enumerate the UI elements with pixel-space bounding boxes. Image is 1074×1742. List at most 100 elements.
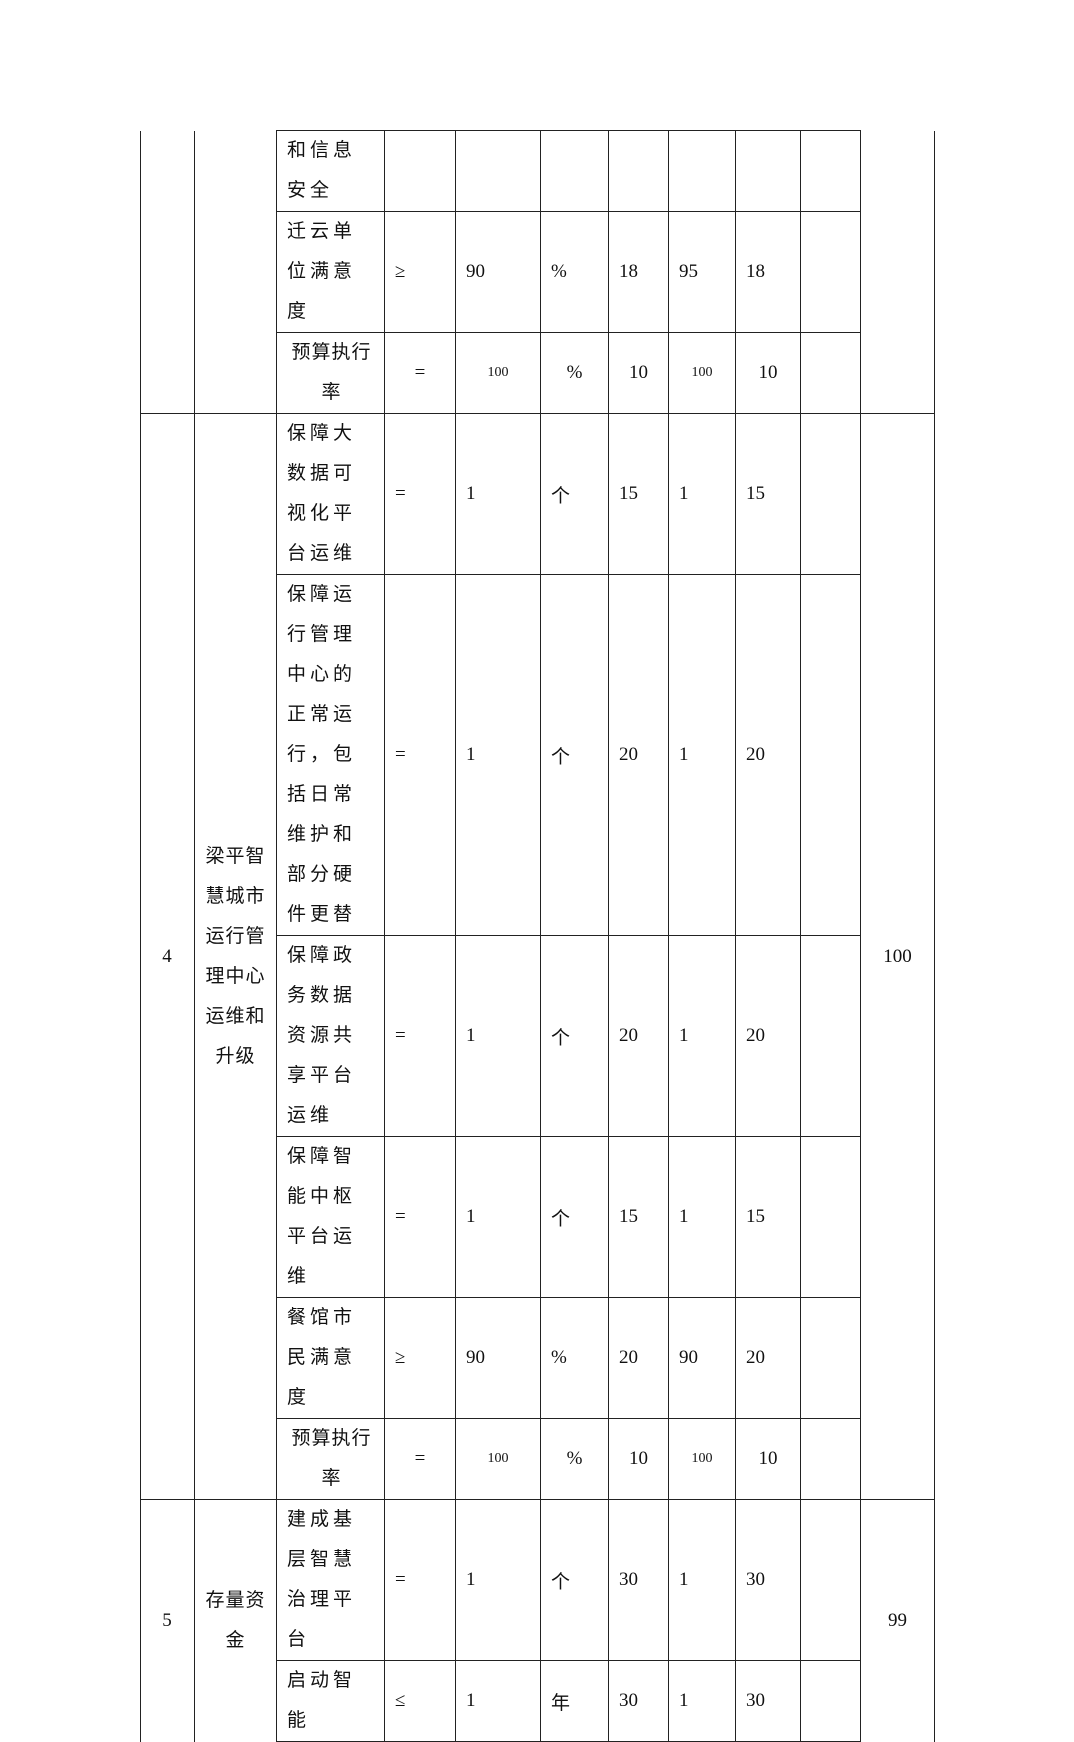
note-cell [800,574,861,936]
actual-cell: 1 [668,935,736,1137]
performance-table: 和信息安全 迁云单位满意度 ≥90% 18 95 18 预算执行率 = 100% 10 100 10 4… [140,130,935,1742]
actual-cell: 1 [668,574,736,936]
unit-cell: % [540,211,609,333]
score-cell: 18 [735,211,801,333]
note-cell [800,1297,861,1419]
unit-cell: 个 [540,935,609,1137]
score-cell: 10 [735,332,801,414]
target-cell: 1 [455,1499,541,1661]
table-row: 保障政务数据资源共享平台运维 = 1 个 20 1 20 [141,935,935,1137]
indicator-cell: 餐馆市民满意度 [276,1297,385,1419]
indicator-cell: 预算执行率 [276,332,385,414]
target-cell: 100 [455,1418,541,1500]
score-cell [735,130,801,212]
operator-cell [384,130,456,212]
actual-cell: 1 [668,1499,736,1661]
unit-cell: 个 [540,574,609,936]
group-name-cell [194,130,277,414]
table-row: 5 存量资金 建成基层智慧治理平台 = 1 个 30 1 30 99 [140,1499,935,1742]
indicator-cell: 保障政务数据资源共享平台运维 [276,935,385,1137]
actual-cell: 1 [668,1136,736,1298]
table-row: 和信息安全 [140,130,935,414]
operator-cell: = [384,1136,456,1298]
score-cell: 15 [735,1136,801,1298]
indicator-cell: 建成基层智慧治理平台 [276,1499,385,1661]
weight-cell: 20 [608,574,669,936]
table-row: 保障智能中枢平台运维 = 1 个 15 1 15 [141,1136,935,1298]
note-cell [800,1660,861,1742]
group-number-cell: 5 [140,1499,195,1742]
target-cell [455,130,541,212]
score-cell: 20 [735,935,801,1137]
target-cell: 1 [455,935,541,1137]
indicator-cell: 迁云单位满意度 [276,211,385,333]
score-cell: 15 [735,413,801,575]
unit-cell: 个 [540,1499,609,1661]
indicator-cell: 保障大数据可视化平台运维 [276,413,385,575]
weight-cell [608,130,669,212]
actual-cell: 100 [668,1418,736,1500]
unit-cell: 个 [540,1136,609,1298]
note-cell [800,1499,861,1661]
table-row: 预算执行率 = 100% 10 100 10 [141,1418,935,1500]
indicator-cell: 预算执行率 [276,1418,385,1500]
indicator-cell: 启动智能 [276,1660,385,1742]
unit-cell: 年 [540,1660,609,1742]
group-number-cell: 4 [140,413,195,1500]
weight-cell: 30 [608,1660,669,1742]
unit-cell: 个 [540,413,609,575]
group-number-cell [140,130,195,414]
operator-cell: = [384,935,456,1137]
weight-cell: 30 [608,1499,669,1661]
unit-cell [540,130,609,212]
weight-cell: 20 [608,1297,669,1419]
operator-cell: = [384,1418,456,1500]
target-cell: 1 [455,1136,541,1298]
group-name-cell: 存量资金 [194,1499,277,1742]
weight-cell: 15 [608,1136,669,1298]
actual-cell: 100 [668,332,736,414]
target-cell: 1 [455,413,541,575]
note-cell [800,413,861,575]
note-cell [800,130,861,212]
actual-cell [668,130,736,212]
score-cell: 20 [735,574,801,936]
unit-cell: % [540,332,609,414]
actual-cell: 1 [668,1660,736,1742]
note-cell [800,211,861,333]
operator-cell: = [384,1499,456,1661]
note-cell [800,332,861,414]
indicator-cell: 保障智能中枢平台运维 [276,1136,385,1298]
target-cell: 90 [455,211,541,333]
group-score-cell [860,130,935,414]
note-cell [800,935,861,1137]
group-score-cell: 100 [860,413,935,1500]
actual-cell: 1 [668,413,736,575]
operator-cell: ≤ [384,1660,456,1742]
actual-cell: 90 [668,1297,736,1419]
weight-cell: 18 [608,211,669,333]
group-name-cell: 梁平智慧城市运行管理中心运维和升级 [194,413,277,1500]
unit-cell: % [540,1418,609,1500]
note-cell [800,1418,861,1500]
unit-cell: % [540,1297,609,1419]
target-cell: 90 [455,1297,541,1419]
score-cell: 10 [735,1418,801,1500]
score-cell: 30 [735,1499,801,1661]
note-cell [800,1136,861,1298]
indicator-cell: 保障运行管理中心的正常运行，包括日常维护和部分硬件更替 [276,574,385,936]
operator-cell: ≥ [384,211,456,333]
weight-cell: 10 [608,332,669,414]
operator-cell: ≥ [384,1297,456,1419]
target-cell: 100 [455,332,541,414]
operator-cell: = [384,413,456,575]
target-cell: 1 [455,1660,541,1742]
table-row: 迁云单位满意度 ≥90% 18 95 18 [141,211,935,333]
weight-cell: 20 [608,935,669,1137]
indicator-cell: 和信息安全 [276,130,385,212]
weight-cell: 10 [608,1418,669,1500]
operator-cell: = [384,574,456,936]
target-cell: 1 [455,574,541,936]
weight-cell: 15 [608,413,669,575]
group-score-cell: 99 [860,1499,935,1742]
